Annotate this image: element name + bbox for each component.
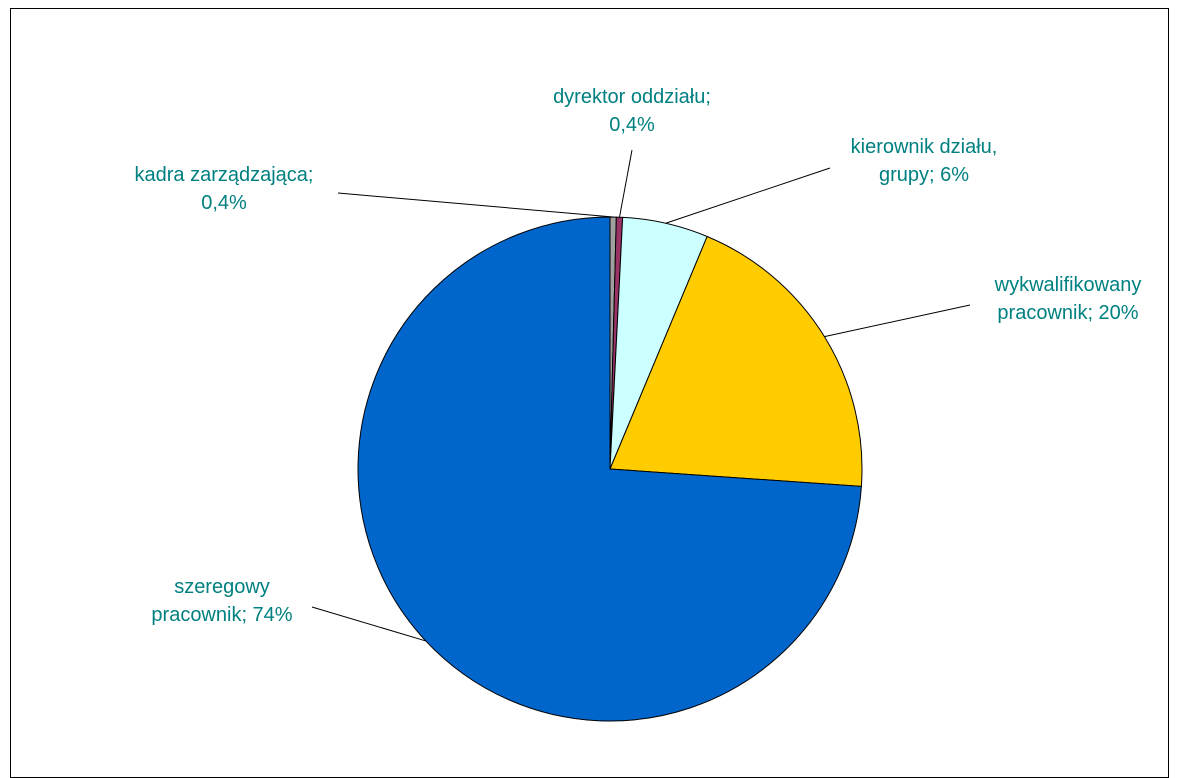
slice-label: szeregowy pracownik; 74%: [151, 576, 292, 626]
slice-label: kadra zarządzająca; 0,4%: [135, 164, 314, 214]
leader-line: [665, 167, 831, 224]
slice-label-line: pracownik; 20%: [997, 302, 1138, 324]
leader-line: [337, 192, 614, 218]
slice-label-line: dyrektor oddziału;: [553, 86, 711, 108]
slice-label-line: 0,4%: [201, 192, 247, 214]
slice-label: kierownik działu, grupy; 6%: [851, 136, 998, 186]
slice-label-line: grupy; 6%: [879, 164, 969, 186]
slice-label-line: pracownik; 74%: [151, 604, 292, 626]
pie-slice: [357, 216, 862, 722]
slice-label-line: szeregowy: [174, 576, 270, 598]
leader-line: [824, 304, 971, 338]
slice-label-line: 0,4%: [609, 114, 655, 136]
leader-line: [619, 149, 633, 218]
pie-slice: [609, 235, 863, 487]
slice-label: wykwalifikowany pracownik; 20%: [994, 274, 1142, 324]
slice-label: dyrektor oddziału; 0,4%: [553, 86, 711, 136]
slice-label-line: kierownik działu,: [851, 136, 998, 158]
leader-line: [311, 606, 426, 642]
slice-label-line: wykwalifikowany: [994, 274, 1142, 296]
slice-label-line: kadra zarządzająca;: [135, 164, 314, 186]
